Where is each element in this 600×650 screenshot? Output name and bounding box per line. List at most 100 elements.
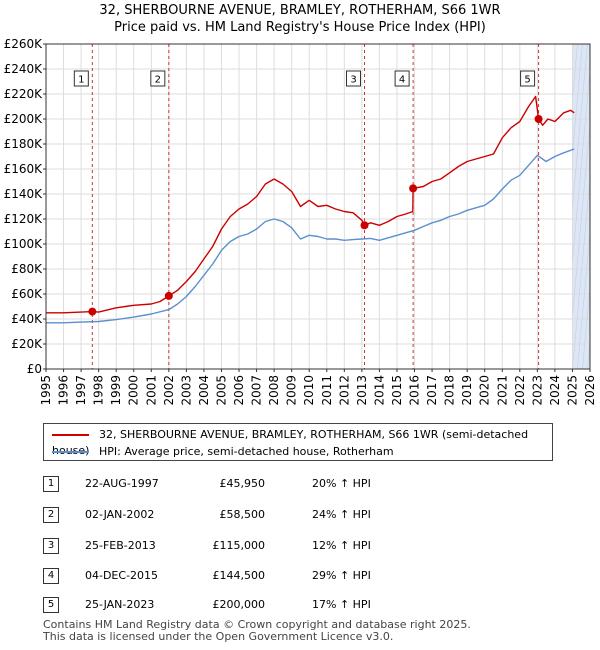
x-tick-label: 1995 [39,375,53,406]
x-tick-label: 2010 [302,375,316,406]
y-tick-label: £160K [4,162,44,176]
shade-hatch [572,175,590,369]
title-line-2: Price paid vs. HM Land Registry's House … [114,20,486,35]
legend-item-hpi: HPI: Average price, semi-detached house,… [52,444,394,460]
y-tick-label: £120K [4,212,44,226]
sale-label-text: 3 [350,75,356,86]
sale-label-box [73,70,89,87]
legend-label-hpi: HPI: Average price, semi-detached house,… [99,445,394,458]
y-tick-label: £80K [11,262,43,276]
y-tick-label: £200K [4,112,44,126]
x-tick-label: 2003 [179,375,193,406]
legend: 32, SHERBOURNE AVENUE, BRAMLEY, ROTHERHA… [43,423,553,461]
x-tick-label: 2001 [144,375,158,406]
sale-row: 3 25-FEB-2013 £115,000 12% ↑ HPI [0,536,600,556]
sale-price: £58,500 [219,508,266,521]
sale-date: 25-JAN-2023 [85,598,155,611]
x-tick-label: 2018 [443,375,457,406]
x-tick-label: 1999 [109,375,123,406]
sale-price: £200,000 [212,598,266,611]
legend-label-property: 32, SHERBOURNE AVENUE, BRAMLEY, ROTHERHA… [52,428,529,457]
sale-label-box [520,70,536,87]
y-tick-label: £260K [4,37,44,51]
shade-hatch [577,229,590,369]
shade-hatch [582,283,590,369]
plot-frame [45,43,591,370]
sale-label-text: 5 [524,75,530,86]
x-tick-label: 2019 [460,375,474,406]
y-tick-label: £60K [11,287,43,301]
y-tick-label: £240K [4,62,44,76]
shade-hatch [572,44,583,156]
x-tick-label: 1998 [92,375,106,406]
sale-hpi-change: 20% ↑ HPI [312,477,371,490]
x-tick-label: 2013 [355,375,369,406]
x-tick-label: 2025 [565,375,579,406]
sale-label-box [150,70,166,87]
sale-label-box [394,70,410,87]
sale-price: £144,500 [212,569,266,582]
chart-svg: 1 2 3 4 5 £0 £20K £40K £60K £80K £100K £120K £140K £1… [4,37,597,406]
sale-point [88,307,97,316]
legend-swatch-property [52,434,89,436]
sale-hpi-change: 12% ↑ HPI [312,539,371,552]
sale-row: 4 04-DEC-2015 £144,500 29% ↑ HPI [0,566,600,586]
legend-swatch-hpi [52,451,89,453]
footer-attribution: Contains HM Land Registry data © Crown c… [43,619,471,643]
shade-hatch [572,44,588,210]
sale-number-badge: 4 [43,568,59,584]
sale-date: 25-FEB-2013 [85,539,156,552]
x-tick-label: 2012 [337,375,351,406]
shaded-region [572,44,590,369]
sale-price: £45,950 [219,477,266,490]
hpi-line [46,148,575,324]
x-tick-label: 2014 [372,375,386,406]
x-tick-label: 2021 [495,375,509,406]
title-line-1: 32, SHERBOURNE AVENUE, BRAMLEY, ROTHERHA… [99,3,501,18]
y-tick-label: £140K [4,187,44,201]
y-tick-label: £180K [4,137,44,151]
sale-label-box [346,70,362,87]
y-tick-label: £220K [4,87,44,101]
legend-item-property: 32, SHERBOURNE AVENUE, BRAMLEY, ROTHERHA… [52,427,552,457]
x-tick-label: 2015 [390,375,404,406]
x-tick-label: 2004 [197,375,211,406]
sale-date: 22-AUG-1997 [85,477,159,490]
sale-point [164,291,173,300]
x-tick-label: 2023 [530,375,544,406]
sale-number-badge: 1 [43,476,59,492]
y-tick-label: £0 [27,362,42,376]
sale-number-badge: 5 [43,597,59,613]
sale-label-text: 4 [399,75,405,86]
x-tick-label: 2002 [162,375,176,406]
sale-hpi-change: 17% ↑ HPI [312,598,371,611]
sale-date: 04-DEC-2015 [85,569,159,582]
shade-hatch [572,67,590,264]
sale-point [534,115,543,123]
shade-hatch [572,121,590,319]
x-tick-label: 2000 [127,375,141,406]
sale-date: 02-JAN-2002 [85,508,155,521]
sale-label-text: 1 [78,75,84,86]
x-tick-label: 2024 [548,375,562,406]
sale-point [409,184,418,193]
sale-row: 1 22-AUG-1997 £45,950 20% ↑ HPI [0,474,600,494]
y-tick-label: £40K [11,312,43,326]
sale-point [360,221,369,230]
x-tick-label: 2006 [232,375,246,406]
x-tick-label: 2026 [583,375,597,406]
x-tick-label: 2017 [425,375,439,406]
x-tick-label: 2008 [267,375,281,406]
sale-row: 5 25-JAN-2023 £200,000 17% ↑ HPI [0,595,600,615]
sale-label-text: 2 [155,75,161,86]
sale-hpi-change: 24% ↑ HPI [312,508,371,521]
footer-line-1: Contains HM Land Registry data © Crown c… [43,618,471,631]
x-tick-label: 2020 [478,375,492,406]
sale-price: £115,000 [212,539,266,552]
footer-line-2: This data is licensed under the Open Gov… [43,630,394,643]
sale-number-badge: 3 [43,538,59,554]
chart-title: 32, SHERBOURNE AVENUE, BRAMLEY, ROTHERHA… [0,2,600,36]
x-tick-label: 1997 [74,375,88,406]
y-tick-label: £20K [11,337,43,351]
x-tick-label: 2007 [250,375,264,406]
